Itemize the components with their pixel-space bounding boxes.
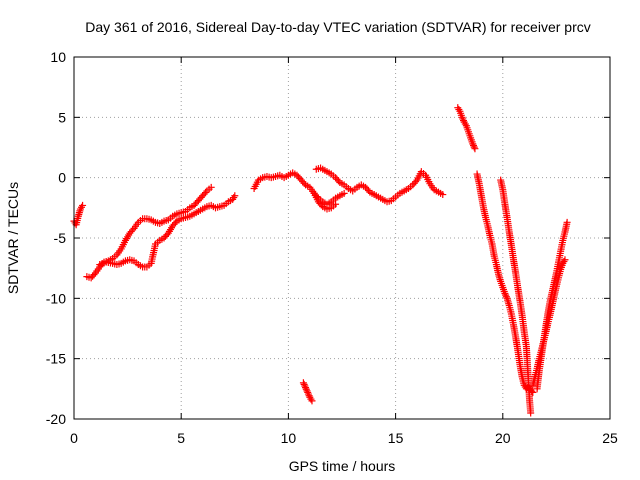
series-prn-k (529, 256, 569, 389)
data-point (201, 189, 209, 197)
grid (74, 57, 610, 419)
x-tick-label: 15 (388, 430, 404, 446)
data-point (304, 388, 312, 396)
y-tick-label: -20 (46, 411, 66, 427)
x-tick-label: 20 (495, 430, 511, 446)
x-tick-label: 0 (70, 430, 78, 446)
data-point (207, 183, 215, 191)
plot-area (70, 104, 571, 417)
chart-title: Day 361 of 2016, Sidereal Day-to-day VTE… (85, 19, 591, 35)
data-point (527, 409, 535, 417)
data-point (171, 219, 179, 227)
data-point (471, 145, 479, 153)
series-prn-g (310, 189, 340, 213)
y-tick-label: -15 (46, 351, 66, 367)
x-axis-label: GPS time / hours (289, 458, 396, 474)
data-point (129, 226, 137, 234)
data-point (502, 291, 510, 299)
data-point (470, 143, 478, 151)
data-point (302, 384, 310, 392)
x-tick-label: 25 (602, 430, 618, 446)
data-point (302, 385, 310, 393)
data-point (300, 179, 308, 187)
data-point (412, 178, 420, 186)
data-point (469, 140, 477, 148)
data-point (79, 201, 87, 209)
data-point (303, 387, 311, 395)
data-point (90, 271, 98, 279)
x-tick-label: 10 (281, 430, 297, 446)
y-tick-label: 10 (50, 49, 66, 65)
series-prn-e (299, 379, 316, 405)
y-tick-label: -10 (46, 290, 66, 306)
data-point (439, 191, 447, 199)
data-point (458, 113, 466, 121)
data-point (299, 379, 307, 387)
y-tick-label: 0 (58, 170, 66, 186)
data-point (364, 187, 372, 195)
data-point (561, 256, 569, 264)
data-point (300, 380, 308, 388)
data-point (332, 200, 340, 208)
series-prn-f (312, 164, 447, 206)
series-prn-l (533, 218, 571, 393)
y-axis-label: SDTVAR / TECUs (5, 182, 21, 294)
tick-labels: 0 5 10 15 20 25 -20 -15 -10 -5 0 5 10 (46, 49, 618, 446)
plot-frame (73, 56, 611, 420)
data-point (317, 201, 325, 209)
data-point (301, 382, 309, 390)
x-tick-label: 5 (177, 430, 185, 446)
data-point (563, 218, 571, 226)
series-prn-d (250, 169, 348, 208)
series-prn-h (454, 104, 479, 153)
series-prn-b (83, 183, 215, 282)
series-prn-j (497, 176, 535, 417)
data-point (501, 290, 509, 298)
data-point (502, 293, 510, 301)
data-point (459, 115, 467, 123)
data-point (334, 177, 342, 185)
data-point (308, 397, 316, 405)
series-prn-c (96, 192, 239, 271)
series-prn-i (473, 170, 537, 396)
y-tick-label: -5 (54, 230, 67, 246)
data-point (304, 390, 312, 398)
y-tick-label: 5 (58, 109, 66, 125)
data-point (340, 189, 348, 197)
data-point (231, 192, 239, 200)
series-prn-a (70, 201, 87, 229)
data-point (469, 141, 477, 149)
